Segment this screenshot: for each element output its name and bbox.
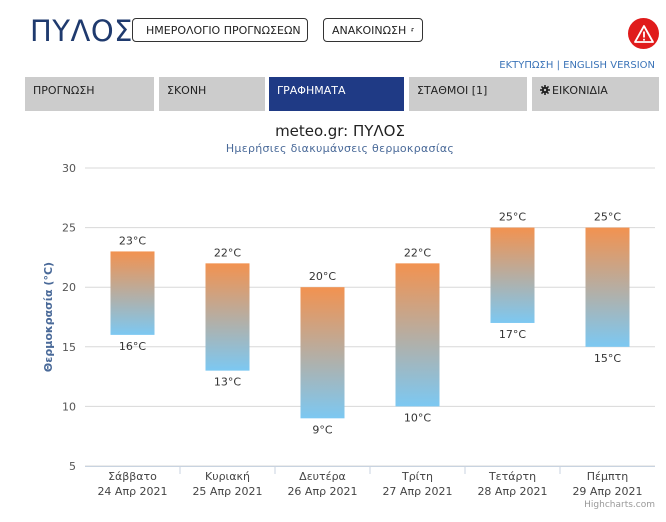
tab-charts[interactable]: ΓΡΑΦΗΜΑΤΑ xyxy=(269,77,404,111)
temperature-range-bar xyxy=(490,227,535,323)
warning-triangle-icon xyxy=(633,24,654,43)
gear-icon xyxy=(540,85,550,95)
header-links: ΕΚΤΥΠΩΣΗ | ENGLISH VERSION xyxy=(499,60,655,71)
temperature-range-bar xyxy=(110,251,155,335)
tab-stations[interactable]: ΣΤΑΘΜΟΙ [1] xyxy=(409,77,527,111)
max-temp-label: 20°C xyxy=(309,270,336,283)
tab-label: ΣΤΑΘΜΟΙ [1] xyxy=(417,84,488,97)
chart-subtitle: Ημερήσιες διακυμάνσεις θερμοκρασίας xyxy=(225,142,455,155)
min-temp-label: 10°C xyxy=(404,411,431,424)
announcement-button-label: ΑΝΑΚΟΙΝΩΣΗ xyxy=(332,23,407,37)
min-temp-label: 15°C xyxy=(594,352,621,365)
tab-forecast[interactable]: ΠΡΟΓΝΩΣΗ xyxy=(25,77,154,111)
forecast-calendar-button[interactable]: ΗΜΕΡΟΛΟΓΙΟ ΠΡΟΓΝΩΣΕΩΝ xyxy=(132,18,308,42)
x-tick-date: 29 Απρ 2021 xyxy=(572,485,642,498)
x-tick-day: Κυριακή xyxy=(205,470,250,483)
tab-dust[interactable]: ΣΚΟΝΗ xyxy=(159,77,265,111)
y-tick-label: 15 xyxy=(62,341,76,354)
tab-images[interactable]: ΕΙΚΟΝΙΔΙΑ xyxy=(532,77,659,111)
y-tick-label: 20 xyxy=(62,281,76,294)
x-tick-date: 26 Απρ 2021 xyxy=(287,485,357,498)
x-tick-day: Τετάρτη xyxy=(488,470,536,483)
y-tick-label: 25 xyxy=(62,222,76,235)
min-temp-label: 16°C xyxy=(119,340,146,353)
max-temp-label: 23°C xyxy=(119,234,146,247)
chart-credits[interactable]: Highcharts.com xyxy=(584,500,655,510)
y-tick-label: 10 xyxy=(62,400,76,413)
x-tick-date: 24 Απρ 2021 xyxy=(97,485,167,498)
temperature-range-bar xyxy=(205,263,250,371)
x-tick-day: Δευτέρα xyxy=(299,470,346,483)
max-temp-label: 22°C xyxy=(214,246,241,259)
tab-label: ΠΡΟΓΝΩΣΗ xyxy=(33,84,95,97)
tab-label: ΓΡΑΦΗΜΑΤΑ xyxy=(277,84,346,97)
calendar-button-label: ΗΜΕΡΟΛΟΓΙΟ ΠΡΟΓΝΩΣΕΩΝ xyxy=(146,23,301,37)
arrow-down-icon xyxy=(411,28,414,32)
max-temp-label: 25°C xyxy=(499,211,526,224)
x-tick-date: 27 Απρ 2021 xyxy=(382,485,452,498)
temperature-range-bar xyxy=(395,263,440,407)
english-version-link[interactable]: ENGLISH VERSION xyxy=(563,60,655,71)
warning-button[interactable] xyxy=(628,18,659,49)
temperature-range-bar xyxy=(585,227,630,347)
temperature-range-bar xyxy=(300,287,345,419)
min-temp-label: 17°C xyxy=(499,328,526,341)
tab-label: ΕΙΚΟΝΙΔΙΑ xyxy=(552,84,608,97)
y-tick-label: 5 xyxy=(69,460,76,473)
chart-title: meteo.gr: ΠΥΛΟΣ xyxy=(275,122,405,140)
link-separator: | xyxy=(553,60,564,71)
announcement-button[interactable]: ΑΝΑΚΟΙΝΩΣΗ xyxy=(323,18,423,42)
min-temp-label: 13°C xyxy=(214,376,241,389)
max-temp-label: 22°C xyxy=(404,246,431,259)
tab-label: ΣΚΟΝΗ xyxy=(167,84,207,97)
x-tick-day: Σάββατο xyxy=(108,470,157,483)
min-temp-label: 9°C xyxy=(312,423,332,436)
max-temp-label: 25°C xyxy=(594,211,621,224)
y-tick-label: 30 xyxy=(62,162,76,175)
x-tick-day: Τρίτη xyxy=(401,470,433,483)
city-title: ΠΥΛΟΣ xyxy=(30,14,134,48)
y-axis-title: Θερμοκρασία (°C) xyxy=(42,262,55,372)
print-link[interactable]: ΕΚΤΥΠΩΣΗ xyxy=(499,60,554,71)
x-tick-date: 25 Απρ 2021 xyxy=(192,485,262,498)
x-tick-day: Πέμπτη xyxy=(587,470,628,483)
x-tick-date: 28 Απρ 2021 xyxy=(477,485,547,498)
